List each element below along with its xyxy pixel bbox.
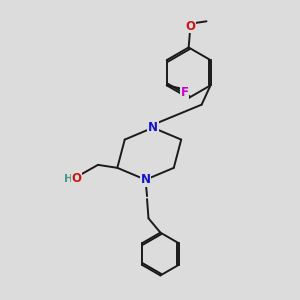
- Text: N: N: [140, 173, 151, 186]
- Text: N: N: [148, 121, 158, 134]
- Text: H: H: [64, 174, 73, 184]
- Text: F: F: [181, 86, 189, 99]
- Text: O: O: [185, 20, 195, 33]
- Text: O: O: [72, 172, 82, 185]
